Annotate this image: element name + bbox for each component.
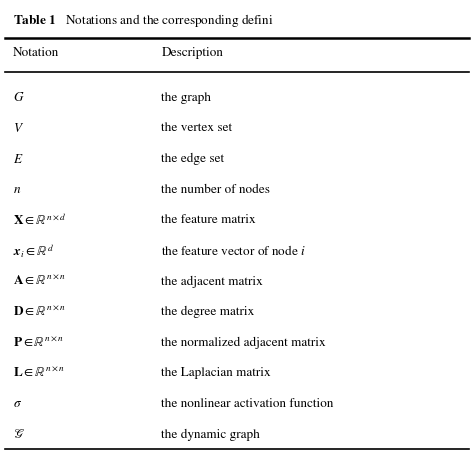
Text: $V$: $V$ [12,122,24,135]
Text: the feature vector of node $i$: the feature vector of node $i$ [161,244,306,258]
Text: the nonlinear activation function: the nonlinear activation function [161,398,334,410]
Text: the edge set: the edge set [161,153,225,165]
Text: the vertex set: the vertex set [161,122,233,134]
Text: $E$: $E$ [12,153,23,165]
Text: $\boldsymbol{x}_i \in \mathbb{R}^{d}$: $\boldsymbol{x}_i \in \mathbb{R}^{d}$ [12,242,54,260]
Text: $\mathbf{P} \in \mathbb{R}^{n\times n}$: $\mathbf{P} \in \mathbb{R}^{n\times n}$ [12,336,64,349]
Text: the feature matrix: the feature matrix [161,214,256,226]
Text: $n$: $n$ [12,184,21,196]
Text: $\mathbf{L} \in \mathbb{R}^{n\times n}$: $\mathbf{L} \in \mathbb{R}^{n\times n}$ [12,366,64,380]
Text: the number of nodes: the number of nodes [161,184,270,196]
Text: $\mathbf{A} \in \mathbb{R}^{n\times n}$: $\mathbf{A} \in \mathbb{R}^{n\times n}$ [12,275,65,289]
Text: the Laplacian matrix: the Laplacian matrix [161,367,271,379]
Text: Notation: Notation [12,47,59,59]
Text: the dynamic graph: the dynamic graph [161,429,260,441]
Text: the adjacent matrix: the adjacent matrix [161,275,263,288]
Text: $\mathbf{Table\ 1}$   Notations and the corresponding defini: $\mathbf{Table\ 1}$ Notations and the co… [12,12,273,29]
Text: $\mathbf{D} \in \mathbb{R}^{n\times n}$: $\mathbf{D} \in \mathbb{R}^{n\times n}$ [12,305,65,319]
Text: $G$: $G$ [12,91,24,104]
Text: the graph: the graph [161,92,211,104]
Text: the degree matrix: the degree matrix [161,306,255,318]
Text: the normalized adjacent matrix: the normalized adjacent matrix [161,337,326,349]
Text: $\mathbf{X} \in \mathbb{R}^{n\times d}$: $\mathbf{X} \in \mathbb{R}^{n\times d}$ [12,213,66,228]
Text: $\mathscr{G}$: $\mathscr{G}$ [12,428,24,441]
Text: $\sigma$: $\sigma$ [12,398,21,410]
Text: Description: Description [161,47,223,59]
